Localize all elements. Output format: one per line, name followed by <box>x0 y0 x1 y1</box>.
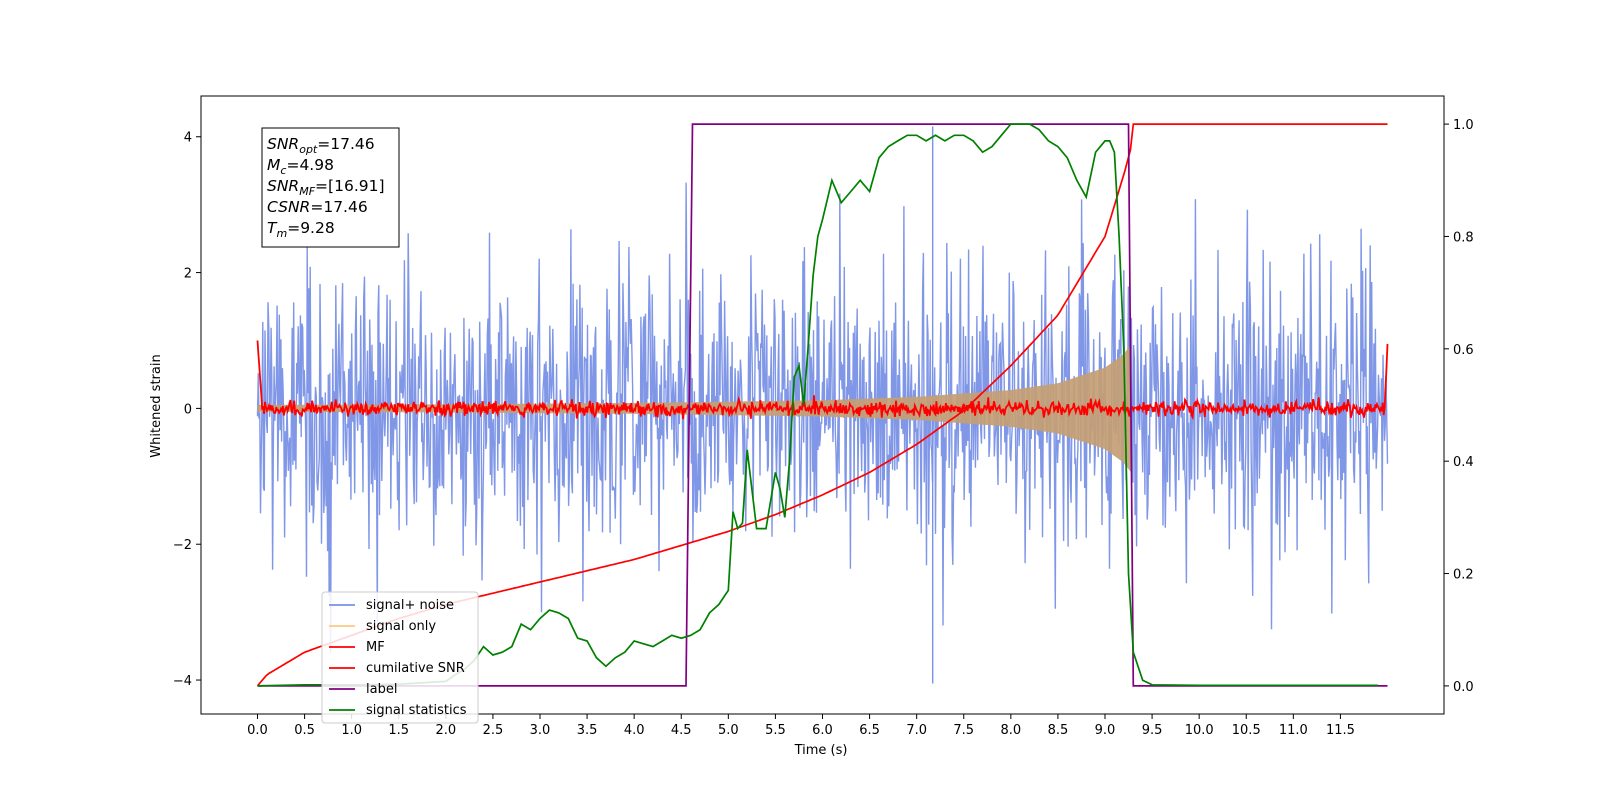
legend-label-signal-only: signal only <box>366 619 436 634</box>
y-tick-label: −2 <box>173 538 192 553</box>
x-tick-label: 9.0 <box>1095 723 1116 738</box>
y-tick-label: 4 <box>184 131 192 146</box>
y-axis-label: Whitened strain <box>149 354 164 457</box>
y2-tick-label: 0.0 <box>1453 680 1474 695</box>
x-tick-label: 3.5 <box>577 723 598 738</box>
csnr-text: CSNR=17.46 <box>267 198 368 216</box>
series-signal-statistics-line <box>257 123 1379 687</box>
legend-label-signal-noise: signal+ noise <box>366 598 454 613</box>
x-tick-label: 9.5 <box>1142 723 1163 738</box>
y-tick-label: 2 <box>184 267 192 282</box>
y-tick-label: −4 <box>173 674 192 689</box>
legend: signal+ noise signal only MF cumilative … <box>321 591 479 724</box>
x-tick-label: 2.0 <box>435 723 456 738</box>
y2-tick-label: 1.0 <box>1453 118 1474 133</box>
legend-label-signal-statistics: signal statistics <box>366 703 467 718</box>
x-tick-label: 11.5 <box>1326 723 1355 738</box>
y2-tick-label: 0.6 <box>1453 343 1474 358</box>
info-box: SNRopt=17.46 Mc=4.98 SNRMF=[16.91] CSNR=… <box>261 127 400 248</box>
y2-tick-label: 0.4 <box>1453 455 1474 470</box>
x-tick-label: 7.0 <box>906 723 927 738</box>
x-tick-label: 6.0 <box>812 723 833 738</box>
x-tick-label: 5.5 <box>765 723 786 738</box>
x-tick-label: 1.5 <box>388 723 409 738</box>
x-tick-label: 4.5 <box>671 723 692 738</box>
x-tick-label: 1.0 <box>341 723 362 738</box>
x-tick-label: 8.5 <box>1048 723 1069 738</box>
series-signal-noise-line <box>256 182 1389 653</box>
x-tick-label: 2.5 <box>483 723 504 738</box>
y-tick-label: 0 <box>184 402 192 417</box>
legend-label-mf: MF <box>366 640 385 655</box>
x-tick-label: 7.5 <box>953 723 974 738</box>
y2-tick-label: 0.8 <box>1453 230 1474 245</box>
x-axis-label: Time (s) <box>794 743 848 758</box>
tm-text: Tm=9.28 <box>267 219 335 240</box>
x-tick-label: 0.5 <box>294 723 315 738</box>
legend-label-label: label <box>366 682 397 697</box>
x-tick-label: 10.5 <box>1232 723 1261 738</box>
mc-text: Mc=4.98 <box>267 156 334 177</box>
legend-label-cumulative-snr: cumilative SNR <box>366 661 465 676</box>
y2-tick-label: 0.2 <box>1453 568 1474 583</box>
x-tick-label: 11.0 <box>1279 723 1308 738</box>
x-tick-label: 3.0 <box>530 723 551 738</box>
x-tick-label: 5.0 <box>718 723 739 738</box>
snr-opt-text: SNRopt=17.46 <box>267 135 375 156</box>
x-tick-label: 0.0 <box>247 723 268 738</box>
x-axis: 0.0 0.5 1.0 1.5 2.0 2.5 3.0 3.5 4.0 4.5 5.0 5.5 6.0 6… <box>247 714 1355 738</box>
series-signal-only-band <box>257 343 1132 473</box>
y-axis-right: 1.0 0.8 0.6 0.4 0.2 0.0 <box>1444 118 1474 695</box>
y-axis-left: 4 2 0 −2 −4 <box>173 131 201 689</box>
series-mf-line <box>256 340 1389 421</box>
x-tick-label: 6.5 <box>859 723 880 738</box>
x-tick-label: 4.0 <box>624 723 645 738</box>
x-tick-label: 10.0 <box>1185 723 1214 738</box>
snr-mf-text: SNRMF=[16.91] <box>267 177 385 198</box>
x-tick-label: 8.0 <box>1000 723 1021 738</box>
